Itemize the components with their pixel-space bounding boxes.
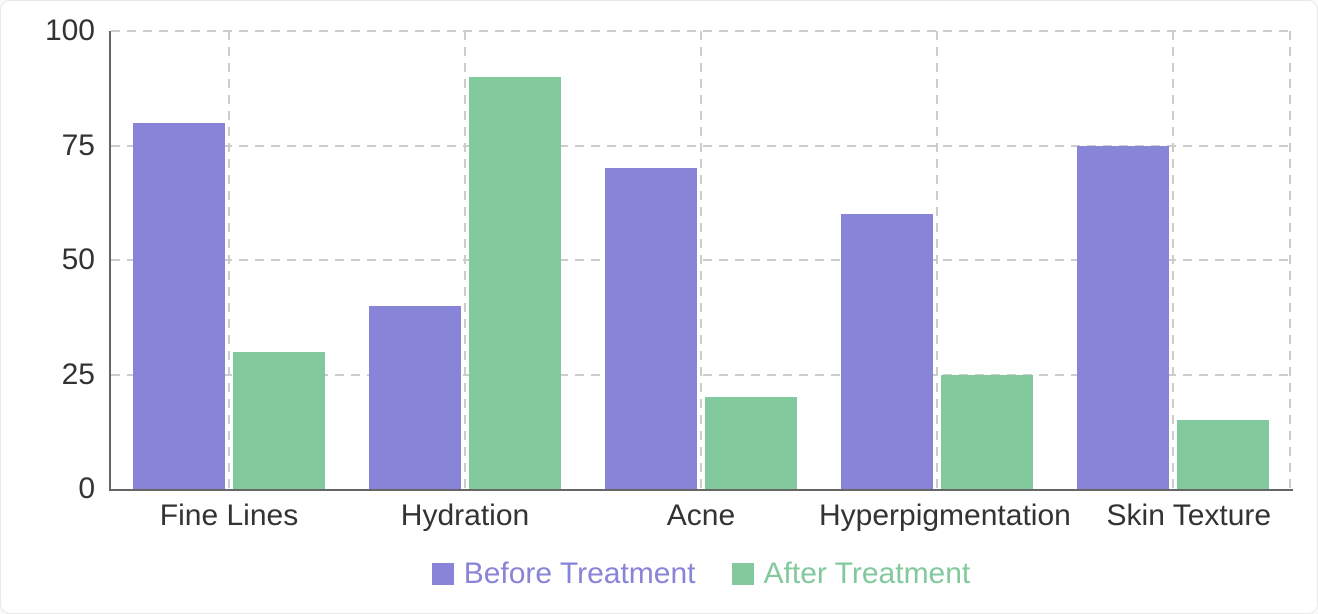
bar-group <box>1055 31 1291 489</box>
x-category-slot: Hydration <box>347 499 583 533</box>
y-axis: 0 25 50 75 100 <box>1 16 95 504</box>
y-tick-label: 75 <box>61 128 95 162</box>
x-category-slot: Acne <box>583 499 819 533</box>
legend-item: Before Treatment <box>431 557 696 591</box>
legend-item: After Treatment <box>731 557 971 591</box>
gridline-vertical <box>464 31 466 489</box>
x-category-label: Skin Texture <box>1106 499 1272 532</box>
gridline-vertical <box>700 31 702 489</box>
y-axis-line <box>109 31 111 491</box>
plot-area <box>111 30 1291 489</box>
bar-group <box>111 31 347 489</box>
bar-after-treatment[interactable] <box>705 397 798 489</box>
x-axis-labels: Fine Lines Hydration Acne Hyperpigmentation… <box>111 499 1291 533</box>
bar-group <box>583 31 819 489</box>
bar-after-treatment[interactable] <box>469 76 562 489</box>
x-category-slot: Hyperpigmentation <box>819 499 1071 533</box>
legend-swatch-icon <box>731 563 754 585</box>
gridline-vertical <box>1172 31 1174 489</box>
bar-before-treatment[interactable] <box>604 168 697 489</box>
y-tick-label: 100 <box>44 14 95 47</box>
bar-group <box>819 31 1055 489</box>
gridline-vertical <box>228 31 230 489</box>
legend-label: After Treatment <box>763 557 971 590</box>
bar-after-treatment[interactable] <box>941 374 1034 489</box>
legend: Before Treatment After Treatment <box>111 557 1291 591</box>
x-category-label: Acne <box>666 499 736 532</box>
x-category-slot: Fine Lines <box>111 499 347 533</box>
y-tick-label: 25 <box>61 357 95 391</box>
bar-after-treatment[interactable] <box>233 351 326 489</box>
legend-label: Before Treatment <box>463 557 696 590</box>
bar-before-treatment[interactable] <box>1076 145 1169 489</box>
bars-container <box>111 31 1291 489</box>
y-tick-label: 0 <box>78 472 95 505</box>
bar-before-treatment[interactable] <box>368 305 461 489</box>
bar-before-treatment[interactable] <box>132 122 225 489</box>
gridline-vertical-right-edge <box>1289 31 1291 489</box>
x-axis-line <box>109 489 1293 491</box>
x-category-label: Hydration <box>400 499 530 532</box>
x-category-label: Hyperpigmentation <box>819 499 1071 532</box>
bar-group <box>347 31 583 489</box>
x-category-slot: Skin Texture <box>1071 499 1307 533</box>
legend-swatch-icon <box>431 563 454 585</box>
gridlines <box>111 30 1291 489</box>
x-category-label: Fine Lines <box>159 499 299 532</box>
bar-after-treatment[interactable] <box>1177 420 1270 489</box>
bar-before-treatment[interactable] <box>840 214 933 489</box>
gridline-vertical <box>936 31 938 489</box>
y-tick-label: 50 <box>61 243 95 276</box>
